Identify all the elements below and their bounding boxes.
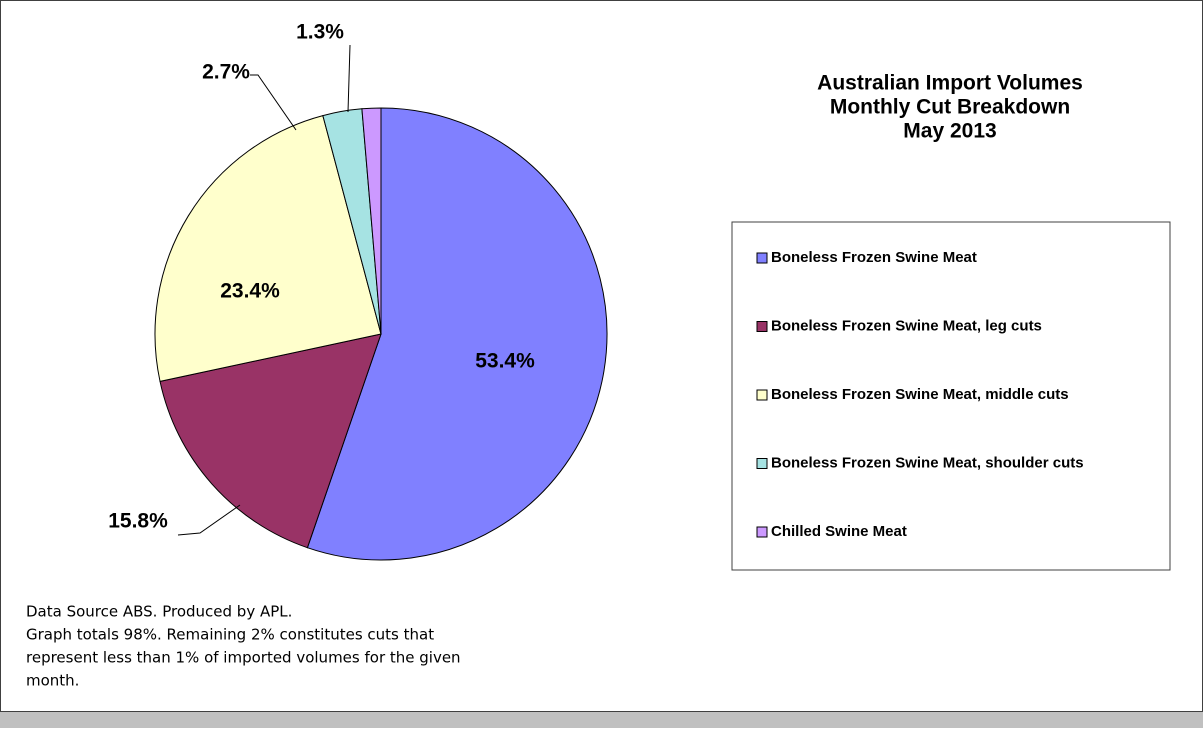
data-label: 53.4% [475, 350, 535, 373]
chart-title: Australian Import Volumes [817, 72, 1083, 95]
legend-label: Boneless Frozen Swine Meat, shoulder cut… [771, 454, 1084, 471]
note: Data Source ABS. Produced by APL. [26, 603, 292, 621]
pie-slice [306, 107, 608, 561]
chart-title: Monthly Cut Breakdown [830, 96, 1070, 119]
leader-line [347, 44, 351, 113]
legend-swatch [756, 458, 768, 469]
data-label: 15.8% [108, 510, 168, 533]
chart-title: May 2013 [903, 120, 996, 143]
data-label: 23.4% [220, 280, 280, 303]
note: month. [26, 672, 79, 690]
legend-swatch [756, 389, 768, 401]
legend-label: Boneless Frozen Swine Meat, leg cuts [771, 317, 1042, 334]
bottom-band [0, 712, 1203, 728]
pie-slice [361, 107, 382, 335]
pie-slice [159, 333, 382, 549]
legend-label: Boneless Frozen Swine Meat, middle cuts [771, 386, 1069, 403]
pie-slice [154, 114, 382, 383]
legend-swatch [756, 526, 768, 538]
note: represent less than 1% of imported volum… [26, 649, 461, 667]
data-label: 1.3% [296, 21, 344, 44]
leader-line [250, 74, 297, 131]
note: Graph totals 98%. Remaining 2% constitut… [26, 626, 434, 644]
legend-swatch [756, 321, 768, 332]
leader-line [177, 504, 241, 536]
legend-label: Boneless Frozen Swine Meat [771, 249, 977, 266]
legend-swatch [756, 252, 768, 264]
legend-box [731, 221, 1171, 571]
legend-label: Chilled Swine Meat [771, 523, 907, 540]
data-label: 2.7% [202, 61, 250, 84]
